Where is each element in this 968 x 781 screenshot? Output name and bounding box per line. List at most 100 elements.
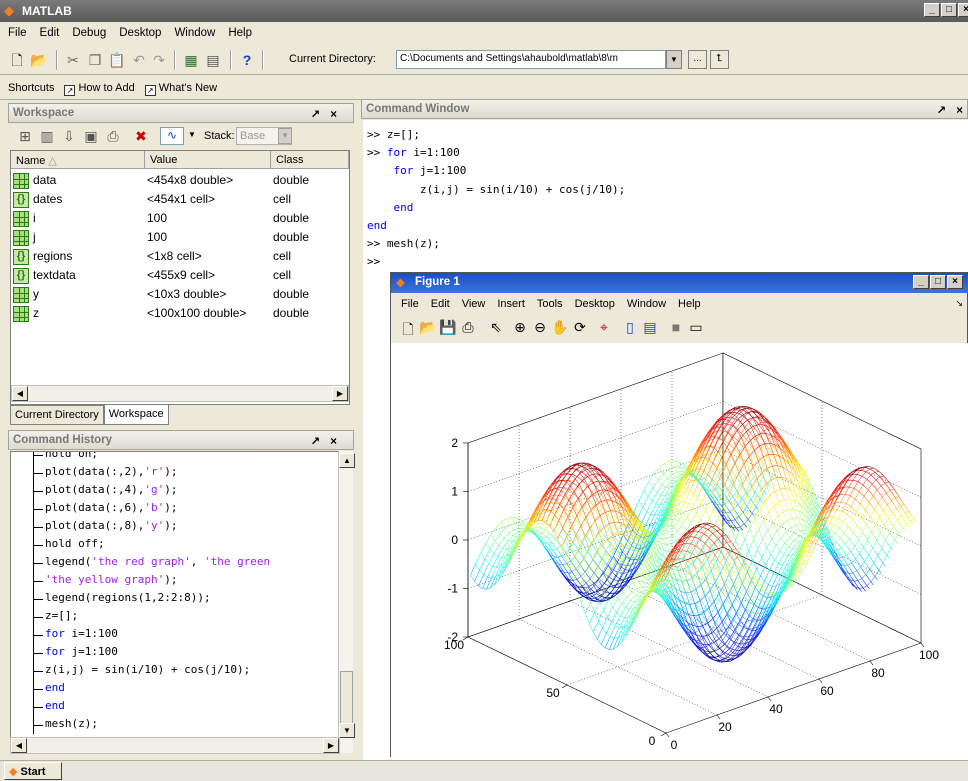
scroll-up-icon[interactable]: ▲ [339, 453, 355, 468]
copy-icon[interactable]: ❐ [88, 52, 102, 68]
history-entry[interactable]: hold off; [11, 536, 341, 554]
maximize-button[interactable]: □ [941, 3, 957, 17]
parent-folder-icon[interactable]: ⮤ [710, 50, 729, 69]
history-entry[interactable]: plot(data(:,8),'y'); [11, 518, 341, 536]
history-entry[interactable]: plot(data(:,6),'b'); [11, 500, 341, 518]
chevron-down-icon[interactable]: ▼ [666, 50, 682, 69]
close-button[interactable]: × [958, 3, 968, 17]
chevron-down-icon[interactable]: ▼ [278, 128, 292, 144]
maximize-button[interactable]: □ [930, 275, 946, 289]
history-entry[interactable]: 'the yellow graph'); [11, 572, 341, 590]
workspace-row[interactable]: {} textdata <455x9 cell> cell [11, 266, 349, 285]
horizontal-scrollbar[interactable]: ◀ ▶ [11, 385, 349, 402]
save-workspace-icon[interactable]: ▣ [84, 128, 98, 144]
print-icon[interactable]: ⎙ [462, 319, 474, 335]
history-entry[interactable]: hold on; [11, 452, 341, 464]
horizontal-scrollbar[interactable]: ◀ ▶ [10, 737, 340, 754]
legend-icon[interactable]: ▤ [643, 319, 657, 335]
column-header-name[interactable]: Name △ [11, 151, 145, 169]
history-entry[interactable]: z(i,j) = sin(i/10) + cos(j/10); [11, 662, 341, 680]
hide-plot-tools-icon[interactable]: ■ [671, 319, 681, 335]
history-entry[interactable]: z=[]; [11, 608, 341, 626]
zoom-out-icon[interactable]: ⊖ [534, 319, 546, 335]
history-entry[interactable]: for j=1:100 [11, 644, 341, 662]
tab-workspace[interactable]: Workspace [103, 405, 169, 425]
menu-debug[interactable]: Debug [72, 27, 107, 39]
menu-window[interactable]: Window [174, 27, 216, 39]
new-variable-icon[interactable]: ⊞ [19, 128, 31, 144]
figure-menu-insert[interactable]: Insert [497, 298, 525, 310]
menu-help[interactable]: Help [228, 27, 252, 39]
figure-menu-window[interactable]: Window [626, 298, 667, 310]
browse-folder-button[interactable]: ... [688, 50, 707, 69]
scroll-left-icon[interactable]: ◀ [12, 386, 28, 401]
load-data-icon[interactable]: ⇩ [63, 128, 75, 144]
simulink-icon[interactable]: ▦ [184, 52, 198, 68]
shortcut-whats-new[interactable]: ↗ What's New [144, 82, 217, 96]
zoom-in-icon[interactable]: ⊕ [514, 319, 526, 335]
undock-close-controls[interactable]: ↗× [936, 105, 963, 117]
paste-icon[interactable]: 📋 [108, 52, 126, 68]
dock-arrow-icon[interactable]: ↘ [955, 298, 963, 308]
menu-edit[interactable]: Edit [39, 27, 60, 39]
new-file-icon[interactable]: 🗋 [11, 52, 23, 68]
cut-icon[interactable]: ✂ [67, 52, 79, 68]
workspace-row[interactable]: data <454x8 double> double [11, 171, 349, 190]
open-folder-icon[interactable]: 📂 [30, 52, 48, 68]
rotate-3d-icon[interactable]: ⟳ [574, 319, 586, 335]
figure-menu-edit[interactable]: Edit [430, 298, 450, 310]
current-directory-input[interactable]: C:\Documents and Settings\ahaubold\matla… [396, 50, 666, 69]
scroll-left-icon[interactable]: ◀ [11, 738, 27, 753]
scroll-down-icon[interactable]: ▼ [339, 723, 355, 738]
workspace-row[interactable]: {} dates <454x1 cell> cell [11, 190, 349, 209]
guide-icon[interactable]: ▤ [206, 52, 220, 68]
history-entry[interactable]: plot(data(:,2),'r'); [11, 464, 341, 482]
workspace-row[interactable]: i 100 double [11, 209, 349, 228]
close-button[interactable]: × [947, 275, 963, 289]
figure-menu-help[interactable]: Help [678, 298, 701, 310]
history-entry[interactable]: mesh(z); [11, 716, 341, 734]
pan-hand-icon[interactable]: ✋ [551, 319, 569, 335]
minimize-button[interactable]: _ [913, 275, 929, 289]
open-file-icon[interactable]: 📂 [419, 319, 437, 335]
colorbar-icon[interactable]: ▯ [626, 319, 634, 335]
open-variable-icon[interactable]: ▥ [40, 128, 54, 144]
vertical-scrollbar[interactable]: ▲ ▼ [338, 451, 355, 753]
new-figure-icon[interactable]: 🗋 [402, 321, 414, 337]
workspace-row[interactable]: {} regions <1x8 cell> cell [11, 247, 349, 266]
help-icon[interactable]: ? [242, 52, 252, 68]
delete-variable-icon[interactable]: ✖ [135, 128, 147, 144]
undock-close-controls[interactable]: ↗× [310, 436, 347, 448]
save-icon[interactable]: 💾 [439, 319, 457, 335]
history-entry[interactable]: end [11, 680, 341, 698]
history-entry[interactable]: legend('the red graph', 'the green [11, 554, 341, 572]
edit-plot-arrow-icon[interactable]: ⇖ [490, 319, 502, 335]
shortcut-how-to-add[interactable]: ↗ How to Add [64, 82, 135, 96]
history-entry[interactable]: plot(data(:,4),'g'); [11, 482, 341, 500]
print-icon[interactable]: ⎙ [107, 128, 119, 144]
history-entry[interactable]: for i=1:100 [11, 626, 341, 644]
scroll-right-icon[interactable]: ▶ [332, 386, 348, 401]
figure-menu-desktop[interactable]: Desktop [574, 298, 615, 310]
undock-close-controls[interactable]: ↗× [310, 109, 347, 121]
tab-current-directory[interactable]: Current Directory [10, 405, 104, 425]
figure-menu-file[interactable]: File [401, 298, 419, 310]
history-entry[interactable]: end [11, 698, 341, 716]
chevron-down-icon[interactable]: ▼ [188, 130, 196, 139]
column-header-class[interactable]: Class [271, 151, 349, 169]
redo-icon[interactable]: ↷ [153, 52, 165, 68]
menu-file[interactable]: File [8, 27, 27, 39]
undo-icon[interactable]: ↶ [133, 52, 145, 68]
workspace-row[interactable]: y <10x3 double> double [11, 285, 349, 304]
figure-menu-tools[interactable]: Tools [536, 298, 563, 310]
figure-menu-view[interactable]: View [461, 298, 486, 310]
column-header-value[interactable]: Value [145, 151, 271, 169]
menu-desktop[interactable]: Desktop [119, 27, 162, 39]
plot-selector-icon[interactable]: ∿ [160, 127, 184, 145]
history-entry[interactable]: legend(regions(1,2:2:8)); [11, 590, 341, 608]
scroll-thumb[interactable] [340, 671, 353, 725]
minimize-button[interactable]: _ [924, 3, 940, 17]
show-plot-tools-icon[interactable]: ▭ [689, 319, 703, 335]
scroll-right-icon[interactable]: ▶ [323, 738, 339, 753]
